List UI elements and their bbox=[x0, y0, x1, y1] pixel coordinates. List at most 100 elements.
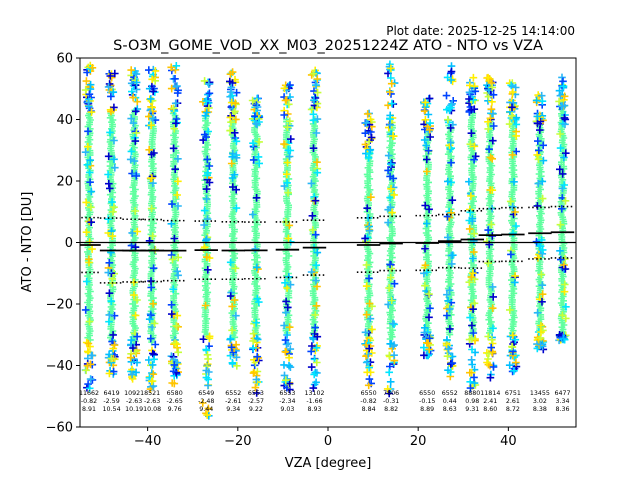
scatter-point bbox=[467, 106, 476, 114]
scatter-point bbox=[84, 347, 92, 356]
scatter-point bbox=[145, 146, 153, 154]
scatter-point bbox=[233, 362, 241, 370]
y-tick-label: 0 bbox=[65, 236, 73, 251]
bin-count-label: 8521 bbox=[144, 390, 160, 397]
scatter-point bbox=[468, 335, 476, 343]
scatter-point bbox=[466, 81, 474, 90]
scatter-point bbox=[104, 170, 112, 179]
scatter-point bbox=[507, 81, 515, 90]
scatter-point bbox=[82, 228, 91, 236]
scatter-point bbox=[425, 313, 433, 322]
scatter-point bbox=[83, 161, 92, 169]
scatter-point bbox=[132, 78, 141, 87]
scatter-point bbox=[253, 263, 261, 272]
scatter-point bbox=[282, 308, 290, 317]
x-tick-label: 0 bbox=[324, 434, 332, 449]
y-tick-label: 40 bbox=[56, 113, 73, 128]
scatter-point bbox=[108, 198, 116, 206]
scatter-point bbox=[173, 311, 182, 320]
scatter-point bbox=[110, 155, 118, 164]
scatter-point bbox=[313, 158, 321, 166]
scatter-point bbox=[147, 121, 155, 130]
scatter-point bbox=[232, 311, 240, 320]
scatter-point bbox=[129, 93, 137, 102]
scatter-point bbox=[512, 222, 520, 230]
scatter-point bbox=[110, 136, 118, 145]
scatter-point bbox=[447, 76, 455, 84]
scatter-point bbox=[174, 271, 182, 280]
scatter-point bbox=[126, 155, 135, 164]
bin-std-label: 8.93 bbox=[307, 406, 321, 413]
scatter-point bbox=[313, 168, 322, 177]
bin-mean-label: -2.57 bbox=[248, 398, 264, 405]
scatter-point bbox=[204, 404, 213, 413]
scatter-point bbox=[444, 115, 452, 124]
scatter-point bbox=[133, 358, 141, 367]
bin-count-label: 11814 bbox=[480, 390, 500, 397]
scatter-point bbox=[131, 207, 139, 215]
bin-mean-label: 2.61 bbox=[506, 398, 520, 405]
bin-std-label: 9.22 bbox=[249, 406, 263, 413]
scatter-point bbox=[387, 160, 395, 168]
scatter-point bbox=[422, 141, 430, 150]
scatter-point bbox=[506, 197, 515, 206]
scatter-point bbox=[368, 325, 376, 334]
bin-mean-label: 3.02 bbox=[533, 398, 547, 405]
scatter-point bbox=[361, 234, 369, 243]
scatter-point bbox=[203, 235, 211, 243]
scatter-point bbox=[365, 274, 373, 283]
scatter-column-1 bbox=[104, 69, 119, 378]
scatter-point bbox=[424, 110, 433, 119]
bin-std-label: 8.36 bbox=[555, 406, 569, 413]
scatter-point bbox=[471, 152, 480, 161]
scatter-point bbox=[309, 333, 317, 342]
scatter-point bbox=[285, 379, 294, 388]
scatter-point bbox=[488, 98, 496, 106]
scatter-point bbox=[388, 159, 396, 167]
scatter-point bbox=[362, 119, 370, 127]
scatter-point bbox=[104, 268, 113, 277]
scatter-point bbox=[173, 191, 181, 199]
scatter-point bbox=[311, 230, 320, 239]
scatter-point bbox=[466, 208, 474, 217]
bin-std-label: 10.54 bbox=[103, 406, 121, 413]
scatter-point bbox=[228, 359, 237, 367]
scatter-point bbox=[170, 361, 179, 369]
scatter-point bbox=[312, 81, 320, 90]
scatter-point bbox=[172, 340, 181, 348]
scatter-point bbox=[443, 290, 451, 299]
scatter-point bbox=[556, 144, 565, 152]
scatter-point bbox=[251, 245, 260, 253]
scatter-point bbox=[536, 126, 544, 134]
scatter-point bbox=[148, 174, 156, 182]
scatter-point bbox=[249, 344, 257, 352]
scatter-point bbox=[487, 343, 495, 352]
scatter-point bbox=[512, 120, 521, 129]
scatter-point bbox=[310, 96, 318, 104]
y-tick-label: 60 bbox=[56, 52, 73, 67]
scatter-point bbox=[167, 84, 176, 93]
scatter-point bbox=[107, 107, 115, 116]
bin-count-label: 7806 bbox=[383, 390, 399, 397]
scatter-point bbox=[448, 100, 456, 108]
scatter-point bbox=[365, 344, 373, 353]
scatter-point bbox=[470, 142, 479, 151]
scatter-point bbox=[132, 368, 140, 377]
scatter-point bbox=[556, 247, 564, 255]
scatter-point bbox=[426, 119, 434, 127]
scatter-point bbox=[133, 227, 142, 236]
scatter-point bbox=[202, 366, 211, 375]
x-tick-label: −40 bbox=[134, 434, 161, 449]
scatter-point bbox=[425, 290, 433, 298]
bin-count-label: 8880 bbox=[464, 390, 480, 397]
scatter-point bbox=[385, 368, 393, 377]
scatter-point bbox=[307, 347, 315, 356]
scatter-point bbox=[533, 202, 542, 210]
scatter-point bbox=[467, 192, 475, 200]
scatter-point bbox=[83, 277, 91, 286]
scatter-point bbox=[106, 128, 114, 137]
scatter-point bbox=[252, 389, 261, 397]
scatter-point bbox=[168, 379, 176, 387]
